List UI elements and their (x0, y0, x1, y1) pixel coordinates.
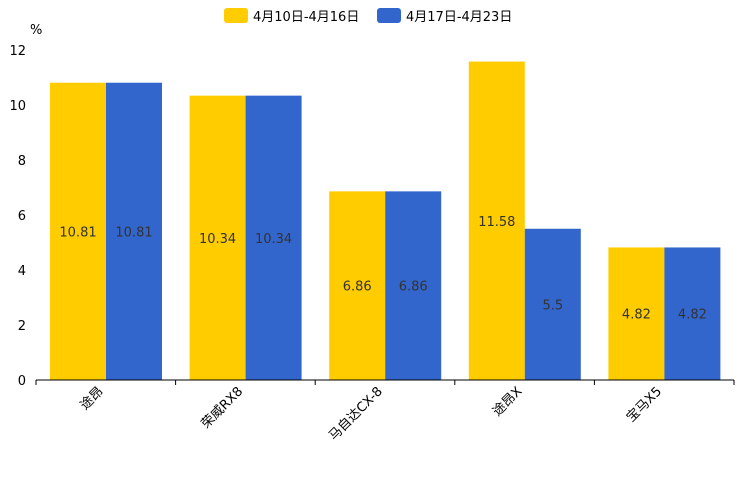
y-tick-label: 10 (9, 99, 26, 114)
data-label: 6.86 (399, 280, 428, 295)
y-axis: 0 2 4 6 8 10 12 (9, 44, 26, 389)
bars: 10.81 10.34 6.86 11.58 4.82 10.81 10.34 6.86 5.5… (50, 61, 721, 381)
x-tick-label: 马自达CX-8 (326, 384, 386, 444)
bar-series-1-2 (189, 95, 246, 381)
data-label: 4.82 (678, 308, 707, 323)
bar-series-2-2 (245, 95, 302, 381)
bar-series-2-3 (385, 191, 442, 380)
data-label: 10.34 (255, 232, 292, 247)
data-label: 10.34 (199, 232, 236, 247)
y-axis-unit-label: % (30, 23, 42, 38)
bar-series-1-5 (608, 247, 665, 380)
x-tick-label: 途昂 (77, 384, 107, 414)
data-label: 10.81 (115, 225, 152, 240)
bar-series-1-3 (329, 191, 386, 380)
x-axis-labels: 途昂 荣威RX8 马自达CX-8 途昂X 宝马X5 (77, 383, 665, 443)
x-tick-label: 荣威RX8 (199, 384, 247, 432)
y-tick-label: 12 (9, 44, 26, 59)
y-tick-label: 4 (18, 264, 26, 279)
data-label: 11.58 (478, 215, 515, 230)
bar-series-1-1 (50, 82, 106, 380)
legend-swatch-series-1 (224, 8, 248, 23)
bar-series-2-1 (106, 82, 162, 380)
y-tick-label: 6 (18, 209, 26, 224)
legend-label-series-2: 4月17日-4月23日 (406, 10, 512, 25)
data-label: 10.81 (59, 225, 96, 240)
y-tick-label: 2 (18, 319, 26, 334)
bar-series-2-5 (664, 247, 721, 380)
x-tick-label: 途昂X (489, 383, 525, 419)
bar-series-2-4 (524, 228, 581, 380)
x-tick-label: 宝马X5 (624, 384, 665, 425)
data-label: 6.86 (343, 280, 372, 295)
y-tick-label: 0 (18, 374, 26, 389)
data-label: 4.82 (622, 308, 651, 323)
legend-swatch-series-2 (377, 8, 401, 23)
legend-label-series-1: 4月10日-4月16日 (253, 10, 359, 25)
x-axis (35, 379, 735, 385)
bar-series-1-4 (468, 61, 525, 381)
legend: 4月10日-4月16日 4月17日-4月23日 (224, 8, 512, 25)
y-tick-label: 8 (18, 154, 26, 169)
data-label: 5.5 (542, 298, 563, 313)
